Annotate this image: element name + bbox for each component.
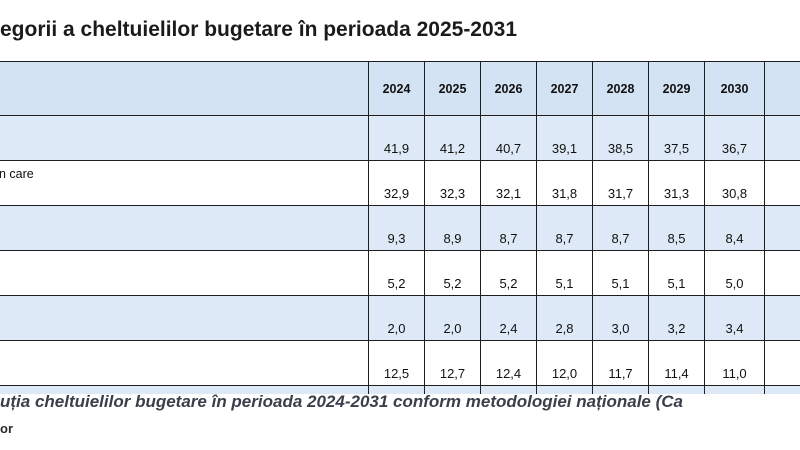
table-row: 9,3 8,9 8,7 8,7 8,7 8,5 8,4	[0, 205, 800, 251]
table-header-row: 2024 2025 2026 2027 2028 2029 2030	[0, 61, 800, 116]
value-cell: 31,7	[592, 160, 649, 206]
table-row: 12,5 12,7 12,4 12,0 11,7 11,4 11,0	[0, 340, 800, 386]
row-label	[0, 295, 369, 341]
row-label: n care	[0, 160, 369, 206]
value-cell: 11,7	[592, 340, 649, 386]
value-cell: 8,7	[592, 205, 649, 251]
value-cell: 11,4	[648, 340, 705, 386]
value-cell: 41,9	[368, 115, 425, 161]
value-cell: 5,1	[536, 250, 593, 296]
value-cell: 36,7	[704, 115, 765, 161]
budget-table-container: 2024 2025 2026 2027 2028 2029 2030 41,9 4…	[0, 61, 800, 394]
row-label	[0, 115, 369, 161]
row-label	[0, 205, 369, 251]
value-cell: 32,1	[480, 160, 537, 206]
header-label-cell	[0, 61, 369, 116]
table-row: n care 32,9 32,3 32,1 31,8 31,7 31,3 30,8	[0, 160, 800, 206]
cropped-cell	[764, 340, 800, 386]
value-cell: 3,4	[704, 295, 765, 341]
value-cell: 32,3	[424, 160, 481, 206]
value-cell: 38,5	[592, 115, 649, 161]
cropped-cell	[764, 250, 800, 296]
value-cell: 12,7	[424, 340, 481, 386]
value-cell: 41,2	[424, 115, 481, 161]
table-row: 2,0 2,0 2,4 2,8 3,0 3,2 3,4	[0, 295, 800, 341]
row-label	[0, 250, 369, 296]
value-cell: 39,1	[536, 115, 593, 161]
table-row: 6,87,97,76,56,15,85,4	[0, 385, 800, 394]
header-year: 2024	[368, 61, 425, 116]
table-row: 41,9 41,2 40,7 39,1 38,5 37,5 36,7	[0, 115, 800, 161]
value-cell: 2,4	[480, 295, 537, 341]
value-cell: 8,4	[704, 205, 765, 251]
value-cell: 2,0	[424, 295, 481, 341]
figure-caption: uția cheltuielilor bugetare în perioada …	[0, 392, 683, 411]
header-year: 2025	[424, 61, 481, 116]
value-cell: 5,2	[480, 250, 537, 296]
cropped-cell	[764, 160, 800, 206]
value-cell: 5,0	[704, 250, 765, 296]
value-cell: 30,8	[704, 160, 765, 206]
source-note: or	[0, 421, 13, 436]
value-cell: 12,0	[536, 340, 593, 386]
cropped-cell	[764, 205, 800, 251]
header-year-cropped	[764, 61, 800, 116]
value-cell: 9,3	[368, 205, 425, 251]
value-cell: 3,0	[592, 295, 649, 341]
cropped-cell	[764, 115, 800, 161]
cropped-cell	[764, 295, 800, 341]
header-year: 2027	[536, 61, 593, 116]
value-cell: 8,9	[424, 205, 481, 251]
value-cell: 2,8	[536, 295, 593, 341]
row-label	[0, 340, 369, 386]
cropped-cell	[764, 385, 800, 394]
value-cell: 11,0	[704, 340, 765, 386]
value-cell: 32,9	[368, 160, 425, 206]
value-cell: 8,7	[480, 205, 537, 251]
value-cell: 31,3	[648, 160, 705, 206]
value-cell: 40,7	[480, 115, 537, 161]
value-cell: 5,1	[648, 250, 705, 296]
table-row: 5,2 5,2 5,2 5,1 5,1 5,1 5,0	[0, 250, 800, 296]
value-cell: 5,2	[424, 250, 481, 296]
value-cell: 12,5	[368, 340, 425, 386]
value-cell: 8,7	[536, 205, 593, 251]
value-cell: 2,0	[368, 295, 425, 341]
value-cell: 37,5	[648, 115, 705, 161]
value-cell: 8,5	[648, 205, 705, 251]
header-year: 2030	[704, 61, 765, 116]
header-year: 2029	[648, 61, 705, 116]
header-year: 2026	[480, 61, 537, 116]
value-cell: 12,4	[480, 340, 537, 386]
value-cell: 31,8	[536, 160, 593, 206]
value-cell: 5,1	[592, 250, 649, 296]
value-cell: 5,2	[368, 250, 425, 296]
value-cell: 3,2	[648, 295, 705, 341]
budget-expenditure-table: 2024 2025 2026 2027 2028 2029 2030 41,9 4…	[0, 61, 800, 394]
header-year: 2028	[592, 61, 649, 116]
table-title: egorii a cheltuielilor bugetare în perio…	[0, 18, 518, 41]
